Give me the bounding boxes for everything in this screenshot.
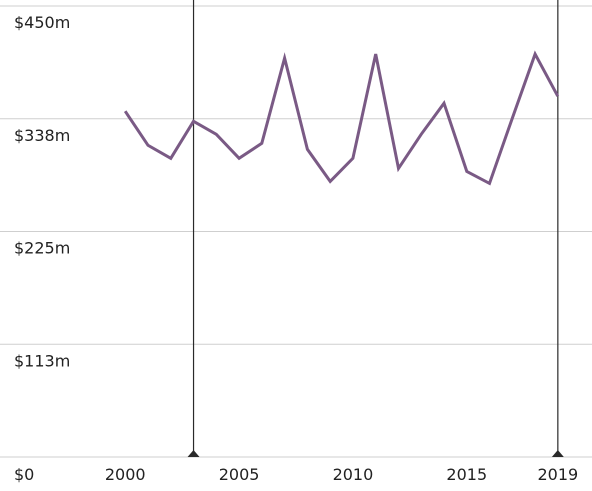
x-tick-label: 2000 (105, 465, 146, 484)
year-marker-triangle[interactable] (187, 450, 200, 457)
y-axis-ticks: $0 $113m $225m $338m $450m (14, 13, 70, 484)
x-tick-label: 2005 (219, 465, 260, 484)
year-marker-triangle[interactable] (551, 450, 564, 457)
y-tick-label: $225m (14, 239, 70, 258)
y-tick-label: $450m (14, 13, 70, 32)
year-markers (187, 0, 564, 457)
x-tick-label: 2010 (333, 465, 374, 484)
gridlines (0, 5, 592, 458)
y-tick-label: $338m (14, 126, 70, 145)
series-layer (123, 50, 560, 186)
y-tick-label: $0 (14, 465, 34, 484)
series-line (123, 50, 560, 186)
x-axis-ticks: 2000 2005 2010 2015 2019 (105, 465, 578, 484)
x-tick-label: 2015 (446, 465, 487, 484)
x-tick-label: 2019 (537, 465, 578, 484)
y-tick-label: $113m (14, 351, 70, 370)
